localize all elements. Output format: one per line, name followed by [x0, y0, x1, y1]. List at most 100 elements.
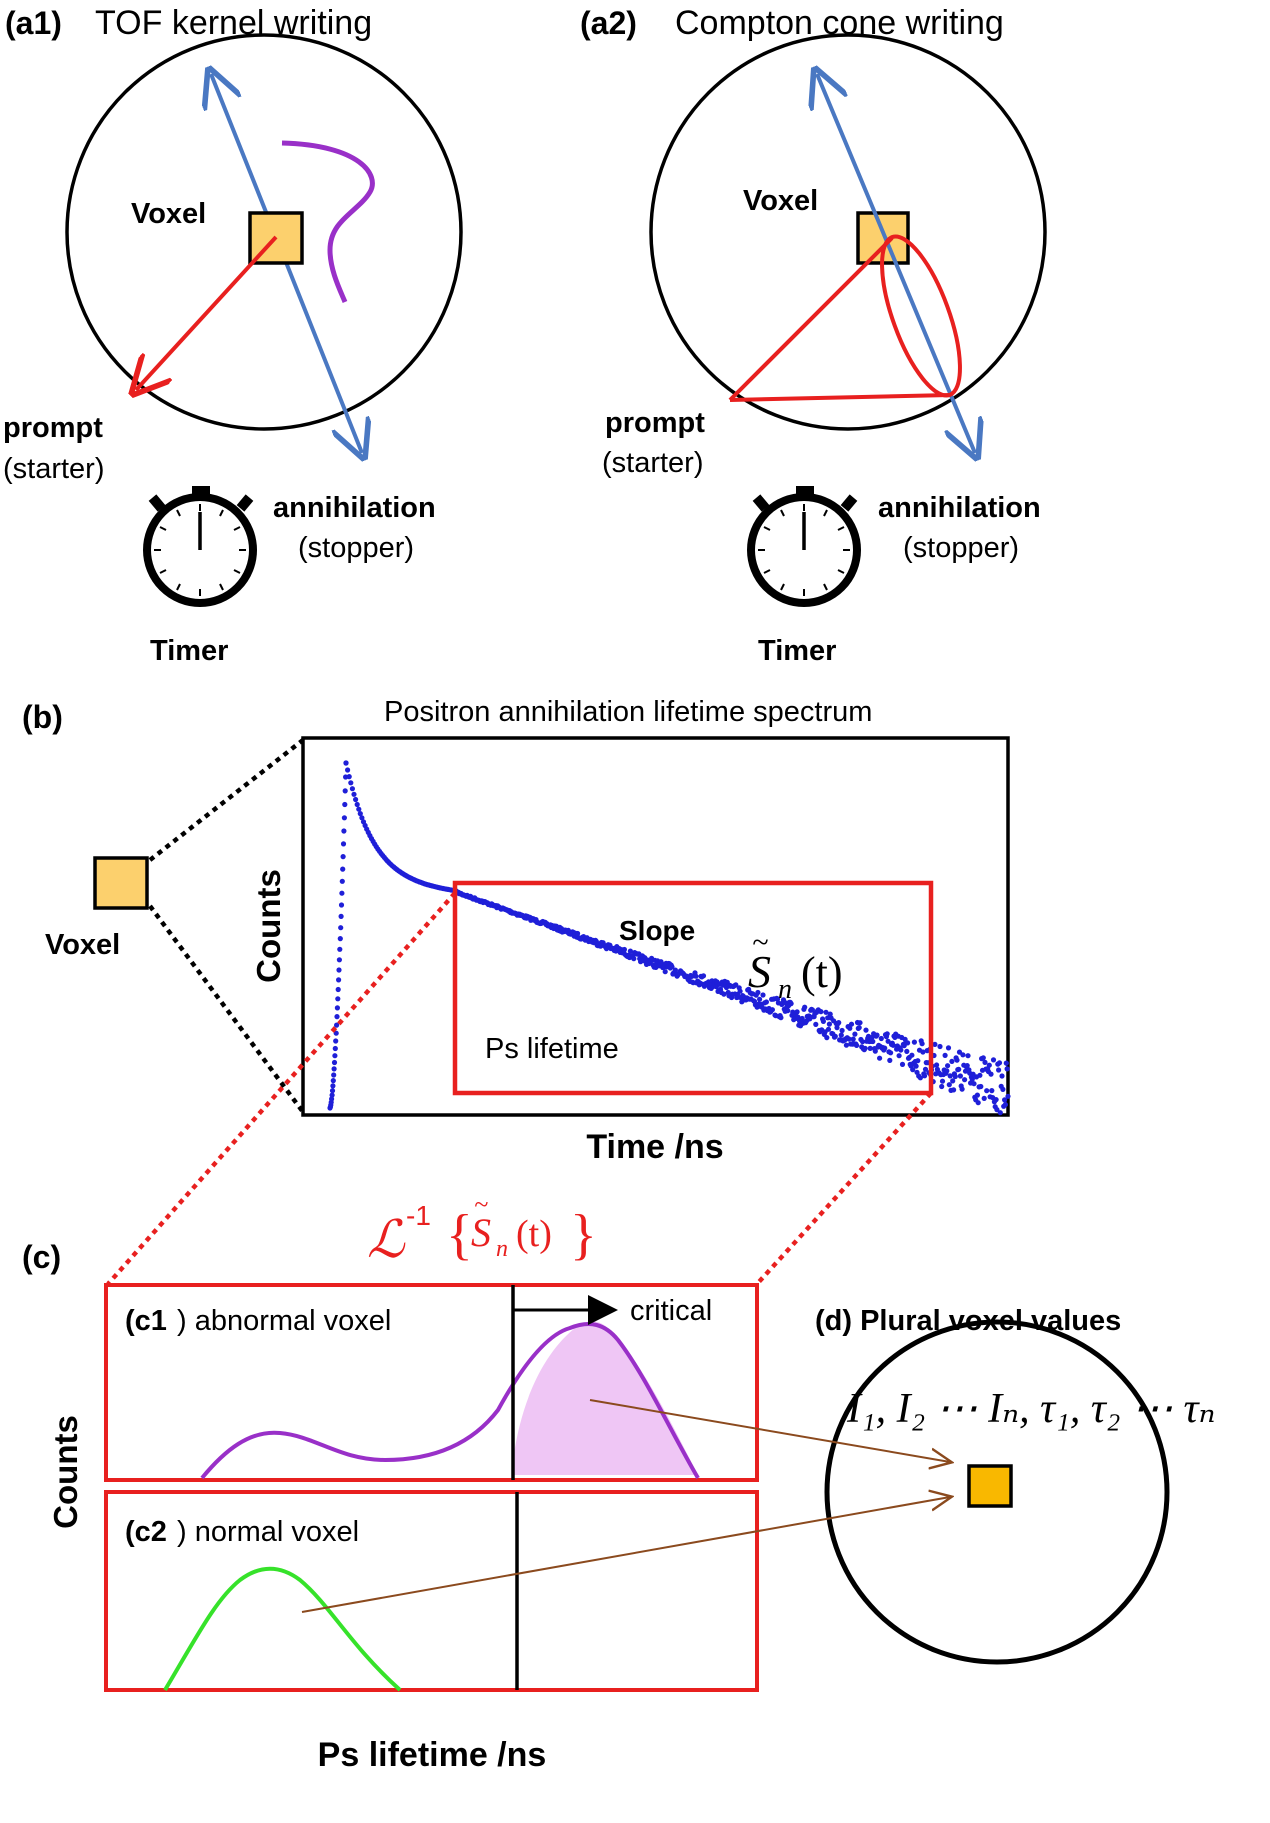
spectrum-point — [870, 1038, 876, 1045]
panel-a2-tag: (a2) — [580, 5, 637, 41]
spectrum-point — [975, 1100, 981, 1106]
spectrum-point — [857, 1020, 863, 1026]
spectrum-point — [357, 811, 363, 817]
spectrum-point — [1005, 1093, 1011, 1099]
panel-b-title: Positron annihilation lifetime spectrum — [384, 696, 872, 728]
annihilation-line-a2 — [817, 74, 975, 453]
spectrum-point — [338, 925, 344, 931]
spectrum-point — [1003, 1060, 1009, 1066]
spectrum-point — [867, 1045, 873, 1051]
prompt-arrow-a1 — [136, 235, 278, 390]
svg-text:ℒ: ℒ — [367, 1212, 406, 1269]
spectrum-point — [945, 1063, 951, 1069]
spectrum-point — [937, 1043, 943, 1050]
spectrum-point — [330, 1083, 336, 1089]
spectrum-point — [978, 1083, 984, 1090]
spectrum-point — [980, 1055, 986, 1061]
spectrum-point — [877, 1055, 883, 1061]
spectrum-point — [338, 913, 344, 920]
svg-text:-1: -1 — [406, 1200, 431, 1231]
spectrum-point — [757, 996, 763, 1002]
svg-text:~: ~ — [752, 926, 768, 959]
spectrum-point — [813, 1021, 819, 1027]
spectrum-point — [993, 1097, 999, 1103]
spectrum-point — [946, 1082, 952, 1088]
spectrum-point — [332, 1053, 338, 1059]
spectrum-point — [839, 1027, 845, 1034]
prompt-label-a1: prompt — [3, 412, 103, 444]
spectrum-point — [885, 1038, 891, 1044]
panel-b-tag: (b) — [22, 699, 63, 735]
stopwatch-icon — [143, 486, 257, 607]
spectrum-point — [621, 946, 628, 953]
spectrum-point — [334, 1005, 340, 1011]
spectrum-point — [920, 1049, 926, 1055]
slope-label: Slope — [619, 915, 695, 946]
timer-label-a2: Timer — [758, 635, 836, 667]
spectrum-point — [338, 902, 345, 908]
spectrum-point — [333, 1030, 339, 1036]
starter-label-a2: (starter) — [602, 447, 704, 479]
laplace-dotted-right — [755, 1091, 933, 1286]
timer-label-a1: Timer — [150, 635, 228, 667]
spectrum-point — [631, 956, 637, 962]
spectrum-point — [333, 1038, 339, 1044]
spectrum-point — [342, 788, 348, 794]
spectrum-point — [1002, 1097, 1008, 1103]
spectrum-point — [874, 1032, 880, 1038]
spectrum-point — [922, 1066, 929, 1072]
svg-text:~: ~ — [474, 1190, 488, 1219]
voxel-label-b: Voxel — [45, 929, 120, 961]
spectrum-point — [843, 1042, 850, 1048]
spectrum-point — [329, 1092, 335, 1098]
svg-text:}: } — [570, 1204, 597, 1266]
spectrum-point — [335, 996, 341, 1002]
spectrum-point — [863, 1027, 869, 1033]
svg-text:S: S — [471, 1210, 491, 1255]
spectrum-point — [337, 946, 343, 952]
annihilation-label-a1: annihilation — [273, 492, 436, 524]
critical-label: critical — [630, 1295, 712, 1327]
c2-label: ) normal voxel — [177, 1516, 359, 1548]
spectrum-point — [944, 1068, 950, 1074]
spectrum-point — [346, 774, 352, 780]
zoom-dotted-bottom — [148, 904, 305, 1114]
spectrum-point — [336, 977, 342, 983]
spectrum-point — [899, 1061, 906, 1067]
spectrum-point — [856, 1025, 862, 1031]
spectrum-point — [854, 1042, 860, 1048]
spectrum-point — [909, 1052, 915, 1058]
c2-tag: (c2 — [125, 1516, 167, 1548]
panel-d-title: (d) Plural voxel values — [815, 1305, 1121, 1337]
ps-lifetime-label: Ps lifetime — [485, 1033, 619, 1065]
spectrum-plot-frame — [301, 736, 1010, 1117]
spectrum-point — [799, 1015, 805, 1022]
spectrum-point — [882, 1045, 888, 1051]
spectrum-point — [825, 1026, 832, 1032]
spectrum-point — [329, 1096, 335, 1102]
annihilation-label-a2: annihilation — [878, 492, 1041, 524]
spectrum-point — [733, 982, 739, 988]
spectrum-point — [662, 969, 668, 975]
spectrum-point — [794, 1009, 800, 1015]
spectrum-point — [669, 964, 675, 970]
starter-label-a1: (starter) — [3, 453, 105, 485]
spectrum-point — [760, 992, 766, 998]
voxel-values-formula: I₁, I₂ ⋯ Iₙ, τ₁, τ₂ ⋯ τₙ — [846, 1386, 1216, 1432]
spectrum-point — [848, 1021, 855, 1027]
panel-a2: (a2) Compton cone writing Voxel prompt (… — [580, 4, 1047, 667]
spectrum-point — [977, 1072, 983, 1078]
c2-to-voxel-arrow — [301, 1497, 950, 1613]
spectrum-point — [340, 841, 347, 847]
spectrum-point — [896, 1053, 902, 1059]
spectrum-point — [872, 1048, 878, 1054]
spectrum-point — [832, 1033, 838, 1039]
spectrum-point — [878, 1035, 884, 1042]
stopper-label-a2: (stopper) — [903, 532, 1019, 564]
spectrum-point — [359, 815, 365, 821]
spectrum-point — [351, 791, 357, 797]
spectrum-point — [962, 1077, 968, 1083]
spectrum-point — [341, 828, 347, 834]
spectrum-point — [852, 1031, 858, 1037]
panel-d: (d) Plural voxel values I₁, I₂ ⋯ Iₙ, τ₁,… — [301, 1305, 1216, 1665]
